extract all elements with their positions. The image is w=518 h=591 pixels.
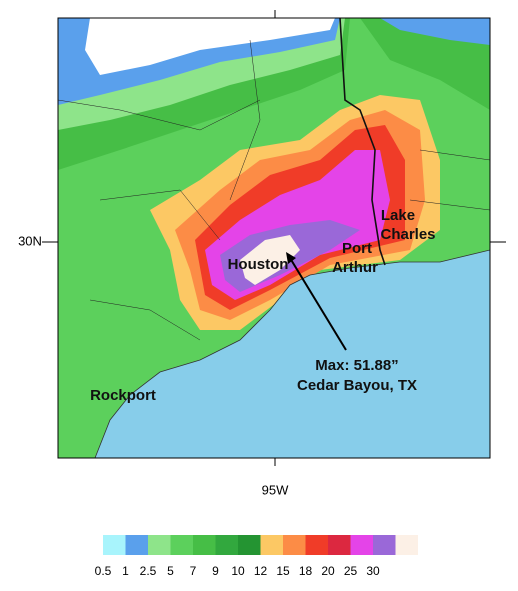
legend-label: 2.5 bbox=[140, 564, 157, 578]
band bbox=[360, 18, 490, 110]
legend-swatch bbox=[193, 535, 216, 555]
map-area bbox=[58, 18, 490, 458]
arrow bbox=[289, 257, 347, 351]
legend: 0.5 1 2.5 5 7 9 10 12 15 18 20 25 30 bbox=[95, 535, 418, 578]
ocean bbox=[94, 249, 490, 458]
place-label: Port bbox=[342, 240, 372, 257]
legend-swatch bbox=[125, 535, 148, 555]
place-label: Charles bbox=[380, 226, 435, 243]
legend-label: 10 bbox=[231, 564, 245, 578]
rain-max bbox=[240, 235, 300, 285]
legend-label: 15 bbox=[276, 564, 290, 578]
legend-label: 5 bbox=[167, 564, 174, 578]
legend-swatch bbox=[170, 535, 193, 555]
legend-swatch bbox=[283, 535, 306, 555]
annotation: Cedar Bayou, TX bbox=[297, 377, 417, 394]
legend-swatch bbox=[148, 535, 171, 555]
legend-swatch bbox=[305, 535, 328, 555]
legend-label: 0.5 bbox=[95, 564, 112, 578]
legend-swatch bbox=[260, 535, 283, 555]
legend-swatch bbox=[238, 535, 261, 555]
state-border bbox=[339, 18, 386, 266]
county-lines bbox=[58, 39, 490, 341]
legend-label: 7 bbox=[190, 564, 197, 578]
legend-swatch bbox=[395, 535, 418, 555]
place-label: Arthur bbox=[332, 259, 378, 276]
legend-label: 20 bbox=[321, 564, 335, 578]
legend-swatch bbox=[328, 535, 351, 555]
place-label: Lake bbox=[381, 207, 415, 224]
band bbox=[85, 18, 335, 75]
legend-label: 12 bbox=[254, 564, 268, 578]
legend-swatch bbox=[350, 535, 373, 555]
legend-label: 18 bbox=[299, 564, 313, 578]
band bbox=[380, 18, 490, 45]
legend-label: 30 bbox=[366, 564, 380, 578]
legend-label: 1 bbox=[122, 564, 129, 578]
place-label: Houston bbox=[228, 256, 289, 273]
legend-label: 9 bbox=[212, 564, 219, 578]
arrow-head bbox=[286, 252, 296, 264]
legend-swatch bbox=[103, 535, 126, 555]
lat-label: 30N bbox=[18, 233, 42, 248]
map-frame bbox=[57, 17, 491, 459]
legend-swatch bbox=[373, 535, 396, 555]
legend-label: 25 bbox=[344, 564, 358, 578]
lon-label: 95W bbox=[262, 482, 289, 497]
annotation: Max: 51.88” bbox=[315, 357, 398, 374]
legend-swatch bbox=[215, 535, 238, 555]
place-label: Rockport bbox=[90, 387, 156, 404]
